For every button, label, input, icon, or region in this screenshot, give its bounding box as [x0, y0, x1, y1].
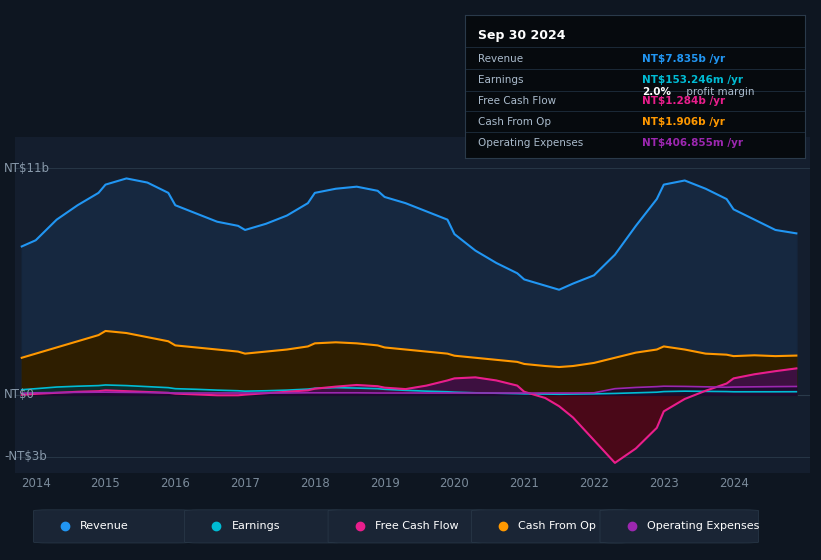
FancyBboxPatch shape	[471, 510, 631, 543]
Text: NT$0: NT$0	[4, 389, 35, 402]
Text: Free Cash Flow: Free Cash Flow	[479, 96, 557, 106]
Text: NT$11b: NT$11b	[4, 162, 50, 175]
Text: 2.0%: 2.0%	[642, 86, 671, 96]
Text: -NT$3b: -NT$3b	[4, 450, 47, 463]
Text: Free Cash Flow: Free Cash Flow	[375, 521, 458, 531]
Text: Earnings: Earnings	[479, 75, 524, 85]
Text: Sep 30 2024: Sep 30 2024	[479, 29, 566, 43]
Text: profit margin: profit margin	[683, 86, 754, 96]
FancyBboxPatch shape	[600, 510, 759, 543]
Text: Earnings: Earnings	[232, 521, 280, 531]
Text: NT$406.855m /yr: NT$406.855m /yr	[642, 138, 743, 148]
Text: NT$153.246m /yr: NT$153.246m /yr	[642, 75, 743, 85]
FancyBboxPatch shape	[328, 510, 487, 543]
Text: Operating Expenses: Operating Expenses	[479, 138, 584, 148]
Text: NT$7.835b /yr: NT$7.835b /yr	[642, 54, 725, 64]
FancyBboxPatch shape	[34, 510, 192, 543]
Text: Revenue: Revenue	[479, 54, 524, 64]
Text: NT$1.906b /yr: NT$1.906b /yr	[642, 116, 725, 127]
Text: NT$1.284b /yr: NT$1.284b /yr	[642, 96, 725, 106]
FancyBboxPatch shape	[185, 510, 343, 543]
Text: Cash From Op: Cash From Op	[518, 521, 596, 531]
Text: Cash From Op: Cash From Op	[479, 116, 552, 127]
Text: Revenue: Revenue	[80, 521, 129, 531]
Text: Operating Expenses: Operating Expenses	[647, 521, 759, 531]
